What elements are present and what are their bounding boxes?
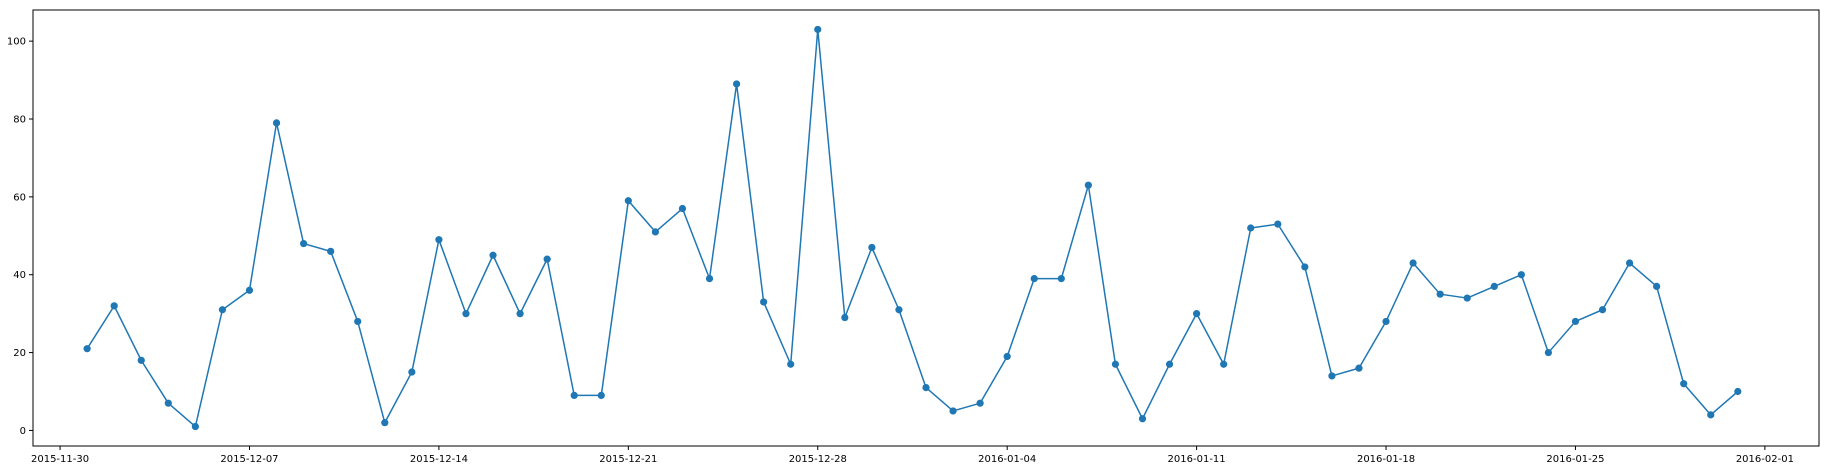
axes-frame [32,9,1820,447]
data-point [218,306,227,314]
x-tick-label: 2016-01-25 [1546,454,1604,465]
y-tick-label: 0 [20,426,26,437]
y-axis: 0 20 40 60 80 100 [7,37,33,437]
data-point [1355,364,1363,372]
data-point [1057,275,1065,283]
x-tick-label: 2015-11-30 [31,454,89,465]
data-point [1517,271,1525,279]
data-point [1571,317,1580,326]
data-point [489,251,497,259]
data-point [922,384,930,392]
data-point [1030,275,1038,283]
y-tick-label: 40 [13,270,26,281]
data-point [1653,282,1661,290]
x-tick-label: 2015-12-28 [789,454,847,465]
data-point [705,275,714,283]
data-point [1111,360,1120,368]
data-point [1247,224,1255,232]
x-tick-label: 2015-12-07 [220,454,278,465]
data-point [1680,380,1688,388]
y-tick-label: 100 [7,37,26,48]
data-point [1463,294,1471,302]
data-point [895,306,903,314]
data-point [1328,372,1336,380]
x-tick-label: 2016-01-11 [1168,454,1226,465]
data-point [868,243,876,252]
data-point [732,80,741,88]
x-tick-label: 2016-02-01 [1736,454,1794,465]
data-point [841,313,849,322]
data-point [814,25,822,34]
data-point [164,399,172,407]
data-point [435,236,443,244]
data-point [1598,306,1607,314]
data-point [1193,310,1201,318]
data-point [272,119,281,127]
data-point [1220,360,1228,368]
data-point [624,197,632,205]
data-point [354,317,362,326]
data-point [1707,411,1715,419]
data-point [137,356,145,364]
x-tick-label: 2015-12-14 [410,454,468,465]
data-point [1409,259,1417,267]
data-point [83,345,91,353]
data-point [949,407,957,415]
data-point [1382,317,1390,326]
data-point [1436,290,1444,298]
data-point [1625,259,1634,267]
x-tick-label: 2016-01-04 [978,454,1036,465]
data-point [300,239,308,248]
data-point [462,310,470,318]
data-point [570,391,578,399]
y-tick-label: 60 [13,192,26,203]
data-point [1138,415,1147,423]
data-point [543,255,551,263]
data-point [191,422,199,431]
series-line [86,28,1739,428]
data-point [1490,282,1498,290]
data-point [1165,360,1174,368]
data-point [408,368,416,376]
plot-area-border [32,9,1820,447]
data-point [110,302,118,310]
data-point [1003,352,1011,361]
data-point [516,310,524,318]
data-point [381,419,389,427]
data-point [1544,348,1552,357]
data-point [1734,387,1742,396]
x-axis: 2015-11-30 2015-12-07 2015-12-14 2015-12-21… [31,446,1794,465]
data-point [760,298,768,306]
series-group [83,25,1742,431]
data-point [327,247,335,255]
data-point [651,228,659,236]
data-point [976,399,984,407]
y-tick-label: 20 [13,348,26,359]
x-tick-label: 2016-01-18 [1357,454,1415,465]
x-tick-label: 2015-12-21 [599,454,657,465]
data-point [1301,263,1309,271]
data-point [1084,181,1092,189]
data-point [597,391,605,399]
data-point [678,204,687,213]
data-point [245,286,254,294]
data-point [1274,220,1282,228]
y-tick-label: 80 [13,115,26,126]
data-point [787,360,795,368]
